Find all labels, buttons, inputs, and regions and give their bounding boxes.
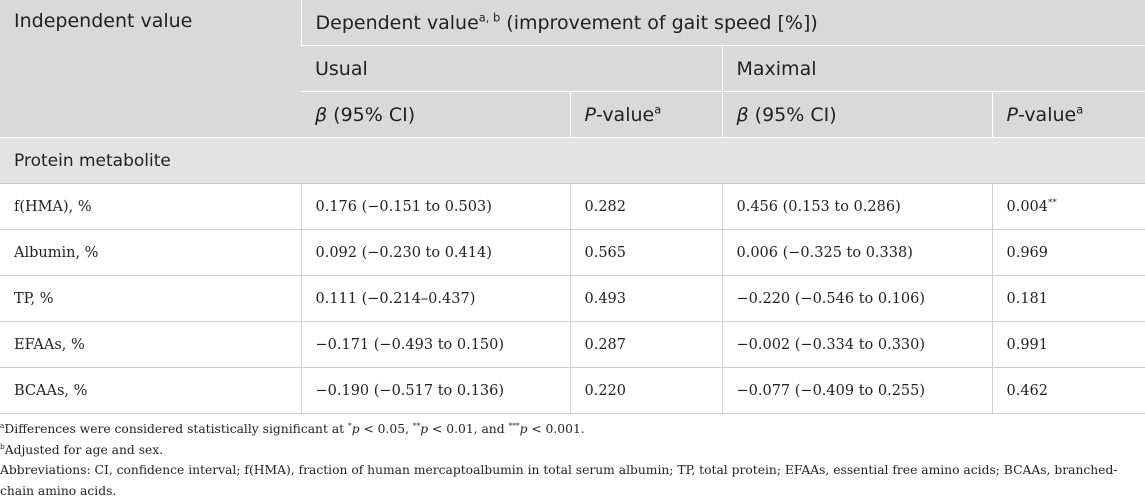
footnote-a-text: Differences were considered statisticall…	[4, 422, 348, 436]
table-row: EFAAs, % −0.171 (−0.493 to 0.150) 0.287 …	[0, 321, 1145, 368]
row-name: TP, %	[0, 275, 301, 322]
p-italic: P	[584, 103, 596, 126]
usual-beta-cell: 0.111 (−0.214–0.437)	[300, 275, 570, 322]
maximal-beta-cell: −0.002 (−0.334 to 0.330)	[721, 321, 992, 368]
usual-header: Usual	[301, 45, 722, 92]
usual-beta-cell: −0.190 (−0.517 to 0.136)	[300, 367, 570, 414]
row-name: BCAAs, %	[0, 367, 301, 414]
dependent-value-description: (improvement of gait speed [%])	[500, 11, 818, 34]
beta-ci-label: (95% CI)	[748, 103, 837, 126]
maximal-p-value: 0.462	[1006, 382, 1049, 399]
abbreviations-note: Abbreviations: CI, confidence interval; …	[0, 463, 1118, 498]
significance-symbol: **	[412, 420, 421, 430]
header-row-1: Independent value Dependent valuea, b (i…	[0, 0, 1145, 138]
usual-beta-header: β (95% CI)	[301, 91, 570, 138]
footnote-b-text: Adjusted for age and sex.	[4, 442, 164, 457]
p-italic: P	[1006, 103, 1018, 126]
table-row: BCAAs, % −0.190 (−0.517 to 0.136) 0.220 …	[0, 367, 1145, 414]
independent-value-header: Independent value	[0, 0, 301, 138]
maximal-p-cell: 0.004**	[991, 183, 1145, 230]
section-row: Protein metabolite	[0, 137, 1145, 184]
maximal-p-value: 0.004	[1006, 198, 1049, 215]
dependent-value-header: Dependent valuea, b (improvement of gait…	[300, 0, 1145, 46]
maximal-beta-cell: −0.220 (−0.546 to 0.106)	[721, 275, 992, 322]
usual-p-cell: 0.565	[569, 229, 722, 276]
table-row: Albumin, % 0.092 (−0.230 to 0.414) 0.565…	[0, 229, 1145, 276]
footnote-a: aDifferences were considered statistical…	[0, 419, 1145, 440]
maximal-p-cell: 0.969	[991, 229, 1145, 276]
usual-p-cell: 0.282	[569, 183, 722, 230]
p-value-superscript: a	[1076, 102, 1084, 117]
table-footnotes: aDifferences were considered statistical…	[0, 419, 1145, 501]
significance-symbol: ***	[508, 420, 520, 430]
beta-symbol: β	[315, 103, 328, 126]
usual-beta-cell: 0.176 (−0.151 to 0.503)	[300, 183, 570, 230]
p-symbol: p	[351, 422, 360, 436]
p-value-label: -value	[595, 103, 655, 126]
maximal-p-value: 0.181	[1006, 290, 1049, 307]
usual-p-cell: 0.493	[569, 275, 722, 322]
maximal-header: Maximal	[721, 45, 1145, 92]
maximal-p-cell: 0.181	[991, 275, 1145, 322]
dependent-value-label: Dependent value	[315, 11, 479, 34]
row-name: Albumin, %	[0, 229, 301, 276]
section-label: Protein metabolite	[0, 137, 1145, 184]
maximal-p-header: P-valuea	[991, 91, 1145, 138]
usual-beta-cell: −0.171 (−0.493 to 0.150)	[300, 321, 570, 368]
table-row: f(HMA), % 0.176 (−0.151 to 0.503) 0.282 …	[0, 183, 1145, 230]
beta-ci-label: (95% CI)	[327, 103, 416, 126]
significance-marker: **	[1048, 197, 1057, 208]
maximal-p-cell: 0.462	[991, 367, 1145, 414]
footnote-b: bAdjusted for age and sex.	[0, 440, 1145, 461]
usual-beta-cell: 0.092 (−0.230 to 0.414)	[300, 229, 570, 276]
significance-symbol: *	[348, 420, 352, 430]
maximal-p-value: 0.991	[1006, 336, 1049, 353]
p-symbol: p	[420, 422, 429, 436]
footnote-a-text: < 0.05,	[359, 422, 413, 436]
header-row-3: β (95% CI) P-valuea β (95% CI) P-valuea	[0, 91, 1145, 138]
maximal-label: Maximal	[736, 57, 817, 80]
p-symbol: p	[519, 422, 528, 436]
maximal-beta-header: β (95% CI)	[721, 91, 992, 138]
maximal-beta-cell: −0.077 (−0.409 to 0.255)	[721, 367, 992, 414]
maximal-beta-cell: 0.456 (0.153 to 0.286)	[721, 183, 992, 230]
usual-p-cell: 0.287	[569, 321, 722, 368]
p-value-label: -value	[1017, 103, 1077, 126]
independent-value-label: Independent value	[14, 10, 193, 32]
usual-p-header: P-valuea	[569, 91, 722, 138]
header-row-2: Usual Maximal	[0, 45, 1145, 92]
maximal-p-cell: 0.991	[991, 321, 1145, 368]
maximal-p-value: 0.969	[1006, 244, 1049, 261]
footnote-b-marker: b	[0, 441, 5, 451]
p-value-superscript: a	[654, 102, 662, 117]
table-row: TP, % 0.111 (−0.214–0.437) 0.493 −0.220 …	[0, 275, 1145, 322]
dependent-value-superscript: a, b	[478, 10, 501, 25]
footnote-a-marker: a	[0, 420, 5, 430]
footnote-a-text: < 0.001.	[527, 422, 585, 436]
row-name: f(HMA), %	[0, 183, 301, 230]
maximal-beta-cell: 0.006 (−0.325 to 0.338)	[721, 229, 992, 276]
beta-symbol: β	[736, 103, 749, 126]
usual-label: Usual	[315, 57, 368, 80]
row-name: EFAAs, %	[0, 321, 301, 368]
usual-p-cell: 0.220	[569, 367, 722, 414]
results-table: Independent value Dependent valuea, b (i…	[0, 0, 1145, 414]
footnote-a-text: < 0.01, and	[428, 422, 509, 436]
